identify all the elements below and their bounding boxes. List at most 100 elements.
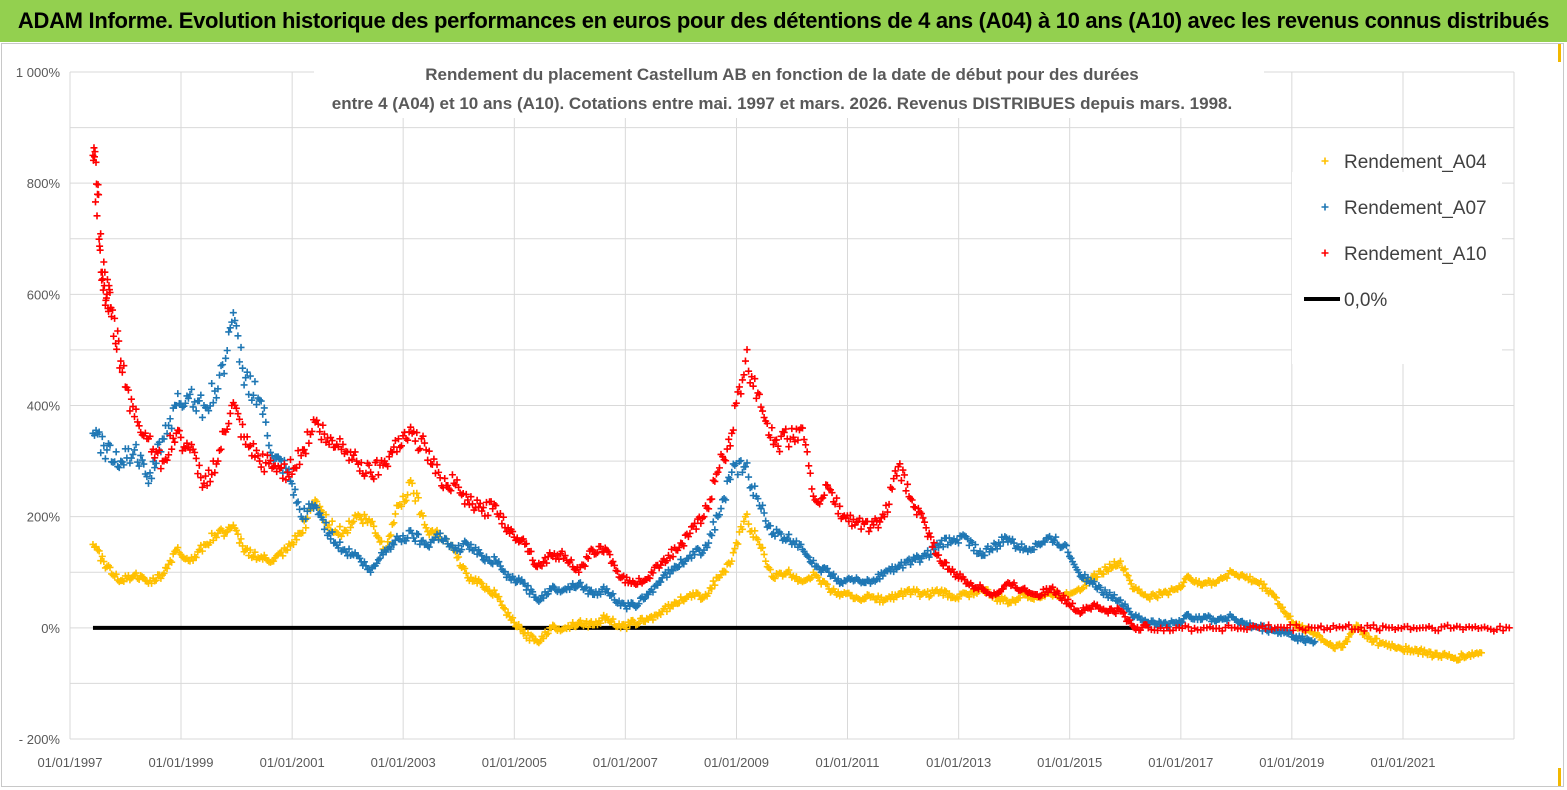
- data-point: [313, 416, 321, 424]
- data-point: [1059, 592, 1067, 600]
- data-point: [283, 546, 291, 554]
- data-point: [914, 504, 922, 512]
- data-point: [362, 469, 370, 477]
- data-point: [246, 546, 254, 554]
- data-point: [885, 500, 893, 508]
- data-point: [817, 568, 825, 576]
- data-point: [308, 427, 316, 435]
- data-point: [248, 396, 256, 404]
- data-point: [899, 564, 907, 572]
- data-point: [467, 541, 475, 549]
- data-point: [705, 539, 713, 547]
- data-point: [603, 585, 611, 593]
- data-point: [785, 530, 793, 538]
- data-point: [917, 510, 925, 518]
- data-point: [223, 528, 231, 536]
- data-point: [805, 462, 813, 470]
- data-point: [794, 436, 802, 444]
- data-point: [195, 397, 203, 405]
- data-point: [646, 574, 654, 582]
- data-point: [387, 545, 395, 553]
- data-point: [290, 540, 298, 548]
- data-point: [1298, 632, 1306, 640]
- data-point: [442, 535, 450, 543]
- data-point: [529, 556, 537, 564]
- data-point: [1456, 655, 1464, 663]
- data-point: [1261, 625, 1269, 633]
- data-point: [544, 590, 552, 598]
- data-point: [130, 413, 138, 421]
- data-point: [198, 413, 206, 421]
- data-point: [729, 549, 737, 557]
- data-point: [709, 476, 717, 484]
- data-point: [111, 314, 119, 322]
- data-point: [751, 482, 759, 490]
- data-point: [212, 394, 220, 402]
- data-point: [374, 534, 382, 542]
- data-point: [722, 457, 730, 465]
- data-point: [217, 445, 225, 453]
- x-tick-label: 01/01/2001: [260, 755, 325, 770]
- data-point: [924, 547, 932, 555]
- data-point: [253, 446, 261, 454]
- data-point: [762, 557, 770, 565]
- data-point: [455, 542, 463, 550]
- data-point: [239, 364, 247, 372]
- y-tick-label: 800%: [27, 176, 61, 191]
- data-point: [225, 328, 233, 336]
- legend-label: Rendement_A10: [1344, 244, 1487, 265]
- data-point: [626, 621, 634, 629]
- data-point: [96, 246, 104, 254]
- data-point: [328, 517, 336, 525]
- data-point: [1343, 638, 1351, 646]
- data-point: [336, 523, 344, 531]
- data-point: [939, 591, 947, 599]
- data-point: [256, 457, 264, 465]
- data-point: [717, 505, 725, 513]
- data-point: [870, 521, 878, 529]
- chart-title-line-2: entre 4 (A04) et 10 ans (A10). Cotations…: [332, 94, 1232, 113]
- data-point: [766, 566, 774, 574]
- data-point: [509, 614, 517, 622]
- data-point: [746, 484, 754, 492]
- data-point: [916, 558, 924, 566]
- report-banner-title: ADAM Informe. Evolution historique des p…: [0, 0, 1567, 42]
- data-point: [1289, 626, 1297, 634]
- data-point: [166, 557, 174, 565]
- data-point: [453, 476, 461, 484]
- data-point: [169, 434, 177, 442]
- data-point: [708, 495, 716, 503]
- data-point: [436, 529, 444, 537]
- data-point: [296, 460, 304, 468]
- data-point: [404, 436, 412, 444]
- data-point: [1064, 548, 1072, 556]
- data-point: [143, 473, 151, 481]
- data-point: [709, 518, 717, 526]
- data-point: [360, 511, 368, 519]
- data-point: [518, 536, 526, 544]
- data-point: [1154, 594, 1162, 602]
- data-point: [766, 433, 774, 441]
- data-point: [135, 462, 143, 470]
- data-point: [110, 332, 118, 340]
- data-point: [251, 378, 259, 386]
- data-point: [294, 447, 302, 455]
- data-point: [771, 575, 779, 583]
- data-point: [265, 441, 273, 449]
- data-point: [370, 475, 378, 483]
- data-point: [253, 401, 261, 409]
- data-point: [965, 593, 973, 601]
- data-point: [751, 527, 759, 535]
- data-point: [823, 565, 831, 573]
- data-point: [1373, 635, 1381, 643]
- data-point: [1127, 580, 1135, 588]
- data-point: [1434, 627, 1442, 635]
- data-point: [1121, 613, 1129, 621]
- data-point: [267, 456, 275, 464]
- data-point: [192, 553, 200, 561]
- data-point: [291, 485, 299, 493]
- data-point: [222, 354, 230, 362]
- corner-marker-top-right: [1558, 44, 1561, 62]
- data-point: [243, 368, 251, 376]
- data-point: [467, 493, 475, 501]
